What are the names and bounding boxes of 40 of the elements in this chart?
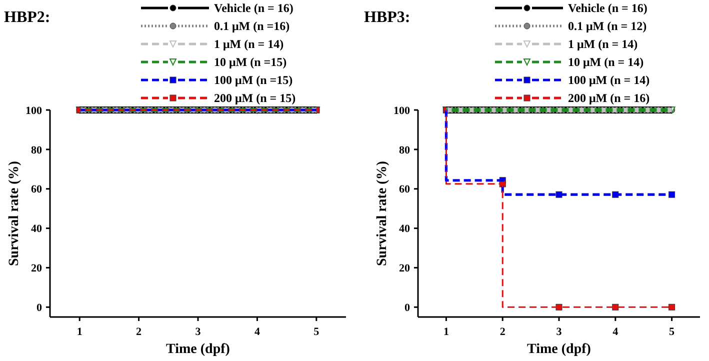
legend-label: 1 μM (n = 14) bbox=[214, 37, 284, 52]
legend-label: Vehicle (n = 16) bbox=[568, 1, 648, 16]
y-tick-label: 20 bbox=[399, 262, 410, 275]
x-tick-label: 4 bbox=[254, 326, 260, 338]
chart-title: HBP3: bbox=[364, 9, 410, 26]
y-tick-label: 20 bbox=[31, 262, 42, 275]
y-axis-title: Survival rate (%) bbox=[7, 160, 22, 266]
y-tick-label: 80 bbox=[399, 144, 410, 156]
x-tick-label: 1 bbox=[443, 326, 449, 338]
legend-label: 0.1 μM (n =16) bbox=[214, 19, 290, 34]
legend-label: 1 μM (n = 14) bbox=[568, 37, 638, 52]
y-tick-label: 80 bbox=[31, 144, 42, 156]
x-tick-label: 3 bbox=[195, 326, 202, 338]
x-tick-label: 5 bbox=[314, 326, 320, 338]
y-tick-label: 100 bbox=[26, 104, 42, 117]
y-tick-label: 60 bbox=[31, 184, 42, 196]
x-tick-label: 2 bbox=[136, 326, 142, 338]
y-axis-title: Survival rate (%) bbox=[375, 160, 390, 266]
x-tick-label: 2 bbox=[500, 326, 506, 338]
chart-title: HBP2: bbox=[4, 9, 50, 26]
legend-label: 10 μM (n =15) bbox=[214, 55, 287, 70]
y-tick-label: 0 bbox=[36, 302, 42, 314]
x-tick-label: 1 bbox=[76, 326, 82, 338]
legend-label: 200 μM (n = 15) bbox=[214, 91, 296, 106]
y-tick-label: 40 bbox=[399, 223, 410, 236]
x-axis-title: Time (dpf) bbox=[166, 342, 230, 357]
legend-label: 10 μM (n = 14) bbox=[568, 55, 644, 70]
x-tick-label: 3 bbox=[556, 326, 562, 338]
legend-label: 100 μM (n = 14) bbox=[568, 73, 650, 88]
legend-label: 0.1 μM (n = 12) bbox=[568, 19, 647, 34]
x-axis-title: Time (dpf) bbox=[527, 342, 592, 357]
x-tick-label: 4 bbox=[612, 326, 619, 338]
y-tick-label: 60 bbox=[399, 184, 410, 196]
legend-label: Vehicle (n = 16) bbox=[214, 1, 294, 16]
x-tick-label: 5 bbox=[669, 326, 676, 338]
y-tick-label: 100 bbox=[394, 104, 410, 117]
y-tick-label: 40 bbox=[31, 223, 42, 236]
legend-label: 100 μM (n =15) bbox=[214, 73, 293, 88]
legend-label: 200 μM (n = 16) bbox=[568, 91, 650, 106]
y-tick-label: 0 bbox=[404, 302, 410, 314]
